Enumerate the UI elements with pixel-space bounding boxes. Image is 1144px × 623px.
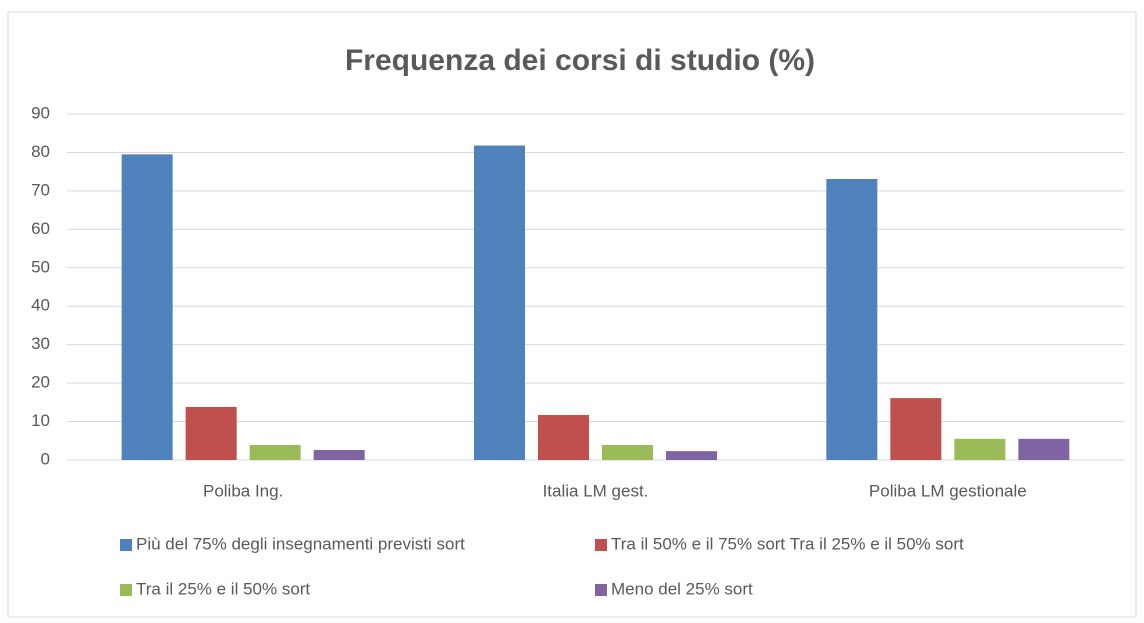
bar [474, 145, 525, 460]
legend-label: Tra il 25% e il 50% sort [136, 579, 310, 598]
y-tick-label: 70 [31, 180, 50, 199]
bar [538, 415, 589, 460]
bar [313, 450, 365, 460]
bar [666, 451, 717, 460]
chart-title: Frequenza dei corsi di studio (%) [345, 44, 815, 77]
bar [826, 178, 878, 460]
legend-label: Tra il 50% e il 75% sort Tra il 25% e il… [611, 534, 964, 553]
legend-label: Meno del 25% sort [611, 579, 753, 598]
legend-swatch [120, 539, 132, 551]
bar [602, 445, 653, 460]
y-tick-label: 20 [31, 373, 50, 392]
y-tick-label: 40 [31, 296, 50, 315]
y-tick-label: 80 [31, 142, 50, 161]
bar [890, 398, 942, 460]
legend-swatch [595, 584, 607, 596]
bar [121, 154, 173, 460]
y-tick-label: 30 [31, 334, 50, 353]
chart-border [7, 11, 1137, 618]
bar [249, 445, 301, 460]
legend-label: Più del 75% degli insegnamenti previsti … [136, 534, 465, 553]
bar [954, 438, 1006, 460]
x-tick-label: Italia LM gest. [543, 481, 649, 500]
bar [185, 406, 237, 460]
y-tick-label: 10 [31, 411, 50, 430]
y-tick-label: 0 [41, 449, 50, 468]
y-tick-label: 60 [31, 219, 50, 238]
bar [1018, 438, 1070, 460]
x-tick-label: Poliba Ing. [203, 481, 283, 500]
y-tick-label: 90 [31, 103, 50, 122]
legend-swatch [595, 539, 607, 551]
y-tick-label: 50 [31, 257, 50, 276]
x-tick-label: Poliba LM gestionale [869, 481, 1027, 500]
legend-swatch [120, 584, 132, 596]
